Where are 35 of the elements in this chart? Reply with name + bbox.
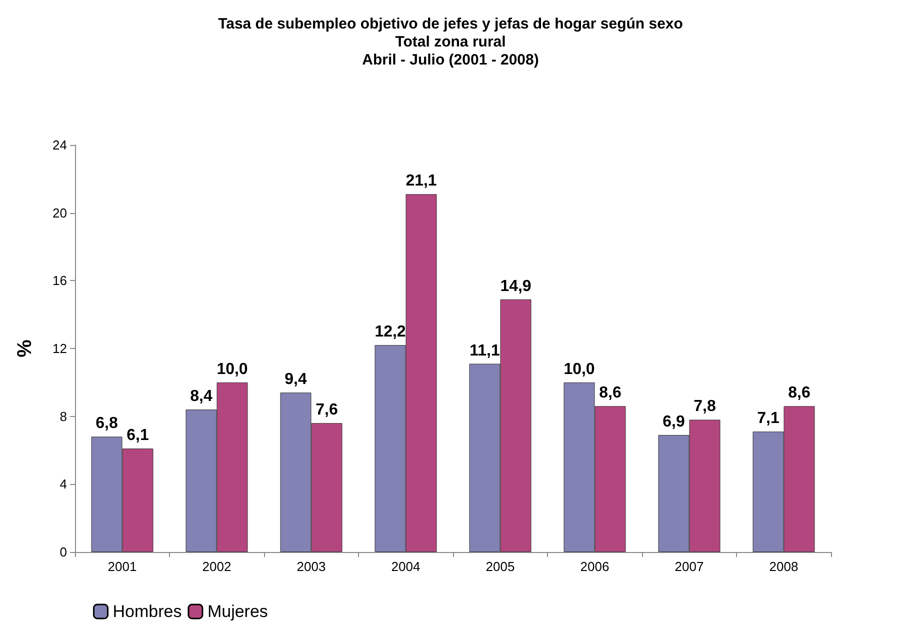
x-tick-label: 2004 xyxy=(391,559,420,574)
legend-label: Mujeres xyxy=(207,602,268,621)
y-tick-label: 24 xyxy=(52,138,67,152)
data-label: 7,1 xyxy=(757,410,780,428)
y-tick-label: 0 xyxy=(60,544,67,560)
data-label: 14,9 xyxy=(500,278,532,295)
data-label: 8,6 xyxy=(788,384,810,402)
data-label: 12,2 xyxy=(374,324,406,341)
legend-label: Hombres xyxy=(112,602,182,621)
data-label: 10,0 xyxy=(216,360,248,378)
data-label: 21,1 xyxy=(406,172,437,190)
y-axis-title: % xyxy=(14,339,36,358)
data-label: 7,6 xyxy=(316,402,338,419)
y-tick-label: 12 xyxy=(52,341,67,356)
y-tick-label: 4 xyxy=(60,476,67,492)
chart-title: Tasa de subempleo objetivo de jefes y jefas de hogar según sexo Total zona rural Abril - Julio (2001 - 2008) xyxy=(218,16,683,68)
x-tick-label: 2002 xyxy=(202,559,232,574)
x-tick-label: 2007 xyxy=(674,559,704,574)
y-tick-label: 20 xyxy=(52,205,67,220)
data-label: 11,1 xyxy=(470,342,500,360)
data-label: 8,4 xyxy=(190,388,212,406)
y-tick-label: 16 xyxy=(52,273,67,288)
y-tick-label: 8 xyxy=(60,408,67,424)
data-label: 6,9 xyxy=(662,413,685,430)
data-label: 6,8 xyxy=(96,415,118,432)
x-tick-label: 2008 xyxy=(769,559,798,574)
data-label: 10,0 xyxy=(564,360,595,378)
data-label: 8,6 xyxy=(599,384,622,402)
data-label: 9,4 xyxy=(284,371,307,388)
x-tick-label: 2006 xyxy=(580,559,610,574)
x-tick-label: 2005 xyxy=(486,559,515,574)
data-label: 7,8 xyxy=(694,398,716,416)
x-tick-label: 2003 xyxy=(296,559,326,574)
x-tick-label: 2001 xyxy=(108,559,137,574)
data-label: 6,1 xyxy=(126,427,149,444)
